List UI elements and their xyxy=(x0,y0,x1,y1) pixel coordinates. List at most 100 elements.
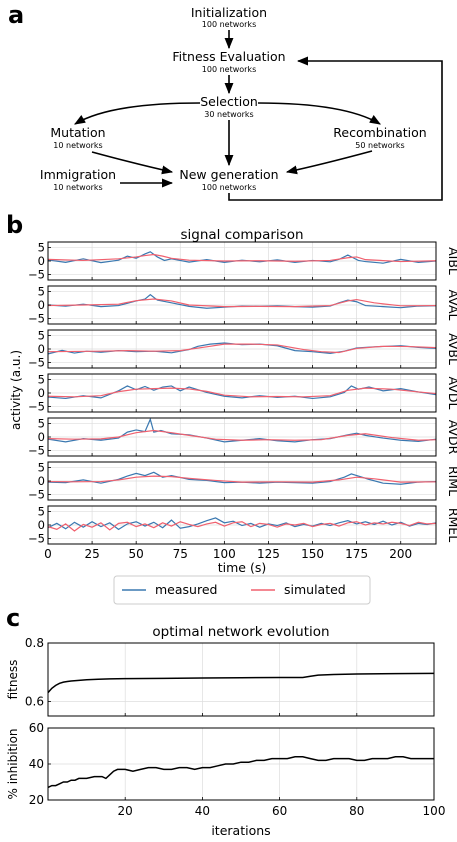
signal-panels: −505 AIBL−505 AVAL−505 AVBL−505 AVDL−505 AVDR… xyxy=(28,240,457,561)
y-tick-label: 0 xyxy=(38,386,45,400)
evolution-subplot-inhibition: 20 40 60 % inhibition 20 40 60 80 100 xyxy=(6,721,445,818)
y-tick-label: −5 xyxy=(28,400,45,414)
neuron-label-aibl: AIBL xyxy=(446,247,457,275)
signal-panel-avdr: −505 AVDR xyxy=(28,416,457,457)
y-tick-label: −5 xyxy=(28,268,45,282)
arrow-mutation-to-newgen xyxy=(91,151,174,175)
y-tick-label: 5 xyxy=(38,416,45,430)
y-tick-label: −5 xyxy=(28,488,45,502)
x-tick-label: 100 xyxy=(213,547,236,561)
y-tick-label: 0 xyxy=(38,518,45,532)
flow-selection: Selection 30 networks xyxy=(200,94,258,119)
y-tick-label: 0 xyxy=(38,430,45,444)
signal-y-label: activity (a.u.) xyxy=(9,350,23,430)
signal-chart-title: signal comparison xyxy=(180,227,303,243)
x-tick-label: 100 xyxy=(423,804,446,818)
x-tick-label: 75 xyxy=(173,547,188,561)
y-tick-label: −5 xyxy=(28,532,45,546)
evolution-chart-title: optimal network evolution xyxy=(152,624,329,640)
flow-new-generation-sub: 100 networks xyxy=(202,183,256,192)
arrow-loop-to-fitness xyxy=(228,56,443,201)
y-tick-label: 0.6 xyxy=(25,694,44,708)
x-tick-label: 25 xyxy=(84,547,99,561)
flow-initialization-sub: 100 networks xyxy=(202,20,256,29)
flow-initialization: Initialization 100 networks xyxy=(191,5,267,29)
arrow-selection-to-recombination xyxy=(257,102,381,125)
flow-initialization-title: Initialization xyxy=(191,5,267,20)
x-tick-label: 20 xyxy=(118,804,133,818)
y-tick-label: 0.8 xyxy=(25,636,44,650)
flow-fitness-sub: 100 networks xyxy=(202,65,256,74)
series-simulated-avbl xyxy=(47,343,437,354)
arrow-selection-to-mutation xyxy=(74,102,201,125)
y-tick-label: 5 xyxy=(38,504,45,518)
series-simulated-riml xyxy=(47,475,437,483)
y-tick-label: 20 xyxy=(29,793,44,807)
legend-simulated-label: simulated xyxy=(284,582,346,597)
series-simulated-avdl xyxy=(47,387,437,398)
y-tick-label: 0 xyxy=(38,254,45,268)
flow-recombination-sub: 50 networks xyxy=(355,141,404,150)
signal-x-label: time (s) xyxy=(218,560,266,575)
signal-legend: measured simulated xyxy=(113,575,371,605)
evolution-x-label: iterations xyxy=(211,823,270,838)
y-tick-label: 0 xyxy=(38,342,45,356)
series-simulated-aibl xyxy=(47,253,437,263)
flow-new-generation: New generation 100 networks xyxy=(179,167,278,192)
signal-panel-avdl: −505 AVDL xyxy=(28,372,457,413)
series-simulated-avdr xyxy=(47,429,437,441)
neuron-label-rmel: RMEL xyxy=(446,508,457,542)
x-tick-label: 60 xyxy=(272,804,287,818)
y-tick-label: −5 xyxy=(28,356,45,370)
signal-panel-avbl: −505 AVBL xyxy=(28,328,457,369)
x-tick-label: 175 xyxy=(345,547,368,561)
flow-selection-title: Selection xyxy=(200,94,258,109)
signal-panel-riml: −505 RIML xyxy=(28,460,457,501)
evolution-subplot-fitness: 0.6 0.8 fitness xyxy=(6,636,435,717)
panel-label-a: a xyxy=(8,1,24,29)
flow-immigration-title: Immigration xyxy=(40,167,116,182)
y-tick-label: −5 xyxy=(28,312,45,326)
series-fitness xyxy=(47,672,435,694)
panel-label-b: b xyxy=(6,211,23,239)
y-tick-label: 0 xyxy=(38,474,45,488)
flow-selection-sub: 30 networks xyxy=(204,110,253,119)
neuron-label-avdr: AVDR xyxy=(446,420,457,455)
flow-new-generation-title: New generation xyxy=(179,167,278,182)
legend-box xyxy=(113,575,371,605)
series-simulated-aval xyxy=(47,298,437,308)
flow-immigration-sub: 10 networks xyxy=(53,183,102,192)
neuron-label-aval: AVAL xyxy=(446,289,457,320)
neuron-label-avbl: AVBL xyxy=(446,333,457,365)
y-tick-label: 5 xyxy=(38,460,45,474)
x-tick-label: 40 xyxy=(195,804,210,818)
x-tick-label: 50 xyxy=(129,547,144,561)
y-tick-label: 0 xyxy=(38,298,45,312)
legend-measured-label: measured xyxy=(155,582,217,597)
y-tick-label: 5 xyxy=(38,284,45,298)
series-inhibition xyxy=(47,756,434,789)
x-tick-label: 80 xyxy=(349,804,364,818)
flow-immigration: Immigration 10 networks xyxy=(40,167,116,192)
evolution-panels: 0.6 0.8 fitness 20 40 60 % inhibition 20 40 60 80 1… xyxy=(6,636,445,818)
flow-mutation-sub: 10 networks xyxy=(53,141,102,150)
y-axis-label: fitness xyxy=(6,660,20,700)
y-tick-label: −5 xyxy=(28,444,45,458)
flow-recombination-title: Recombination xyxy=(333,125,426,140)
series-simulated-rmel xyxy=(47,521,437,532)
flow-arrows xyxy=(74,30,443,201)
panel-label-c: c xyxy=(6,604,20,632)
neuron-label-riml: RIML xyxy=(446,466,457,496)
signal-panel-aval: −505 AVAL xyxy=(28,284,457,325)
neuron-label-avdl: AVDL xyxy=(446,377,457,410)
flow-mutation: Mutation 10 networks xyxy=(50,125,105,150)
y-tick-label: 60 xyxy=(29,721,44,735)
flow-fitness-title: Fitness Evaluation xyxy=(172,49,285,64)
y-tick-label: 5 xyxy=(38,240,45,254)
y-tick-label: 5 xyxy=(38,372,45,386)
x-tick-label: 150 xyxy=(301,547,324,561)
axes-frame xyxy=(47,642,435,717)
x-tick-label: 125 xyxy=(257,547,280,561)
